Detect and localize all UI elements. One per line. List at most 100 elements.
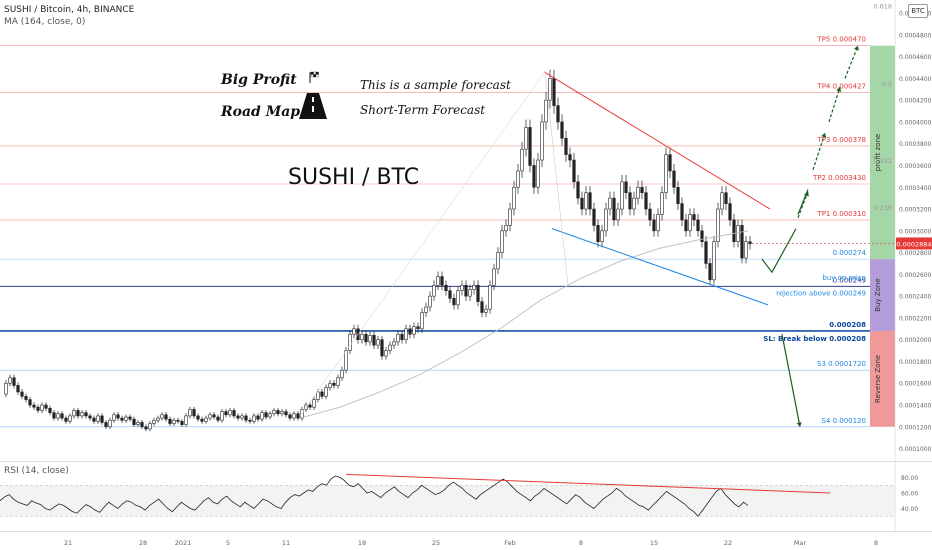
candle <box>724 192 728 204</box>
fib-label: 0.382 <box>873 157 892 165</box>
candle <box>252 415 256 422</box>
candle <box>696 219 700 232</box>
candle <box>28 399 32 406</box>
candle <box>524 127 528 150</box>
y-tick-label: 0.0001400 <box>899 403 932 410</box>
flag-square <box>310 74 314 78</box>
candle <box>440 276 444 286</box>
candle <box>204 417 208 422</box>
candle <box>716 208 720 243</box>
candle <box>504 225 508 232</box>
y-tick-label: 0.0002800 <box>899 250 932 257</box>
y-tick-label: 0.0004600 <box>899 54 932 61</box>
candle <box>328 382 332 388</box>
rsi-tick-label: 80.00 <box>901 475 918 482</box>
candle <box>444 284 448 291</box>
candle <box>552 78 556 106</box>
candle <box>8 377 12 384</box>
candle <box>744 241 748 259</box>
candle <box>648 208 652 221</box>
x-tick-label: 21 <box>64 539 72 547</box>
candle <box>520 148 524 172</box>
candle <box>604 208 608 232</box>
candle <box>224 411 228 416</box>
candle <box>460 284 464 291</box>
candle <box>456 290 460 306</box>
candle <box>120 417 124 421</box>
ma-indicator-label[interactable]: MA (164, close, 0) <box>4 17 86 27</box>
y-tick-label: 0.0002600 <box>899 272 932 279</box>
candle <box>424 306 428 313</box>
x-tick-label: 25 <box>432 539 440 547</box>
candle <box>436 276 440 286</box>
candle <box>248 419 252 422</box>
currency-badge[interactable]: BTC <box>908 4 928 18</box>
x-tick-label: 8 <box>874 539 878 547</box>
level-label: S3 0.0001720 <box>817 360 866 368</box>
rsi-line <box>0 475 749 517</box>
road-icon <box>299 93 327 119</box>
zone-1 <box>870 259 895 331</box>
flag-square <box>313 71 317 75</box>
candle <box>280 411 284 415</box>
candle <box>228 410 232 416</box>
level-label: TP1 0.000310 <box>816 210 866 218</box>
x-tick-label: 5 <box>226 539 230 547</box>
candle <box>136 422 140 425</box>
candle <box>688 214 692 232</box>
x-tick-label: 15 <box>650 539 658 547</box>
lower-trendline <box>551 228 769 306</box>
candle <box>32 404 36 408</box>
candle <box>148 423 152 430</box>
x-tick-label: 8 <box>579 539 583 547</box>
candle <box>388 344 392 351</box>
level-label: 0.000274 <box>833 249 867 257</box>
candle <box>156 417 160 421</box>
candle <box>740 225 744 259</box>
y-tick-label: 0.0004800 <box>899 32 932 39</box>
candle <box>240 415 244 419</box>
zone-label: Buy Zone <box>874 278 882 311</box>
candle <box>528 127 532 166</box>
x-tick-label: 28 <box>139 539 147 547</box>
candle <box>160 414 164 419</box>
candle <box>488 284 492 310</box>
buy-on-price-label: buy on price <box>822 274 866 282</box>
candle <box>384 350 388 357</box>
forecast-arrow <box>844 45 859 79</box>
candle <box>108 419 112 428</box>
candle <box>64 417 68 422</box>
candle <box>16 385 20 393</box>
candle <box>360 333 364 340</box>
candle <box>12 377 16 386</box>
candle <box>60 413 64 419</box>
candle <box>48 407 52 413</box>
current-price-tag <box>896 237 932 250</box>
candle <box>80 412 84 417</box>
candle <box>340 369 344 379</box>
zone-label: Reverse Zone <box>874 355 882 403</box>
candle <box>52 412 56 419</box>
x-tick-label: 18 <box>358 539 366 547</box>
rsi-tick-label: 60.00 <box>901 491 918 498</box>
rsi-indicator-label[interactable]: RSI (14, close) <box>4 466 69 476</box>
candle <box>324 387 328 397</box>
candle <box>596 225 600 243</box>
candle <box>684 219 688 232</box>
candle <box>468 289 472 297</box>
candle <box>164 414 168 420</box>
candle <box>412 326 416 335</box>
candle <box>200 418 204 422</box>
y-tick-label: 0.0002200 <box>899 315 932 322</box>
candle <box>256 415 260 420</box>
zone-0 <box>870 45 895 260</box>
candle <box>620 181 624 210</box>
candle <box>36 406 40 411</box>
candle <box>380 339 384 357</box>
rsi-tick-label: 40.00 <box>901 506 918 513</box>
candle <box>196 415 200 420</box>
candle <box>500 230 504 253</box>
candle <box>564 137 568 155</box>
